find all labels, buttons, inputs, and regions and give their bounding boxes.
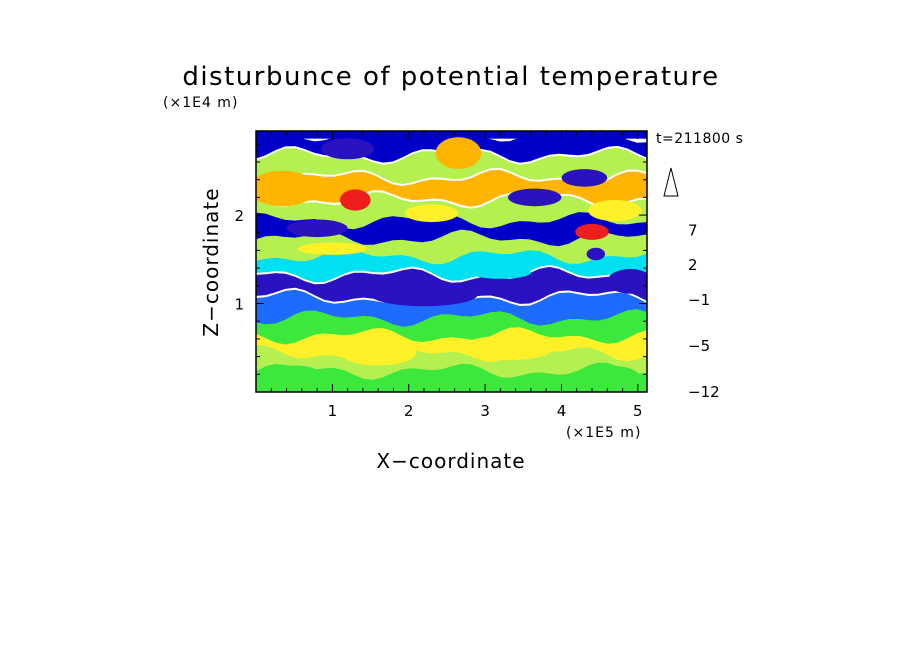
- x-axis: 1 2 3 4 5: [270, 131, 643, 420]
- contour-band: [256, 227, 647, 265]
- contour-feature: [508, 188, 562, 207]
- contour-feature: [576, 365, 638, 384]
- contour-feature: [286, 219, 348, 238]
- plot-frame: [255, 130, 648, 393]
- contour-feature: [267, 365, 321, 384]
- colorbar-extension-arrow: [663, 167, 679, 197]
- x-tick-label: 2: [404, 402, 414, 420]
- contour-feature: [298, 242, 367, 255]
- contour-field: [256, 131, 647, 392]
- contour-feature: [575, 223, 609, 240]
- contour-feature: [404, 204, 459, 223]
- colorbar-tick-label: −1: [688, 291, 710, 309]
- colorbar-tick-label: −5: [688, 337, 710, 355]
- contour-feature: [588, 200, 642, 222]
- y-tick-label: 2: [234, 207, 244, 225]
- contour-feature: [320, 138, 375, 160]
- time-label: t=211800 s: [656, 131, 743, 147]
- colorbar: −12−5−127: [663, 167, 720, 401]
- contour-feature: [370, 283, 478, 307]
- contour-feature: [424, 371, 501, 386]
- contour-band: [256, 289, 647, 327]
- x-tick-label: 5: [633, 402, 643, 420]
- contour-feature: [462, 335, 554, 361]
- y-axis-label: Z−coordinate: [199, 187, 223, 336]
- x-axis-unit: (×1E5 m): [566, 425, 641, 441]
- x-tick-label: 3: [480, 402, 490, 420]
- contour-feature: [256, 170, 318, 207]
- contour-band: [256, 131, 647, 139]
- colorbar-tick-label: 7: [688, 222, 698, 240]
- y-axis: 12: [234, 143, 647, 375]
- x-tick-label: 1: [328, 402, 338, 420]
- contour-feature: [340, 189, 371, 211]
- contour-feature: [607, 269, 647, 294]
- colorbar-tick-label: 2: [688, 256, 698, 274]
- x-tick-label: 4: [557, 402, 567, 420]
- contour-feature: [561, 169, 608, 187]
- contour-feature: [435, 137, 482, 170]
- contour-feature: [340, 338, 417, 366]
- y-tick-label: 1: [234, 296, 244, 314]
- chart-title: disturbunce of potential temperature: [182, 62, 719, 92]
- colorbar-tick-label: −12: [688, 383, 720, 401]
- contour-feature: [469, 266, 531, 279]
- contour-band: [256, 209, 647, 247]
- x-axis-label: X−coordinate: [376, 449, 525, 473]
- contour-feature: [586, 247, 605, 261]
- y-axis-unit: (×1E4 m): [163, 95, 238, 111]
